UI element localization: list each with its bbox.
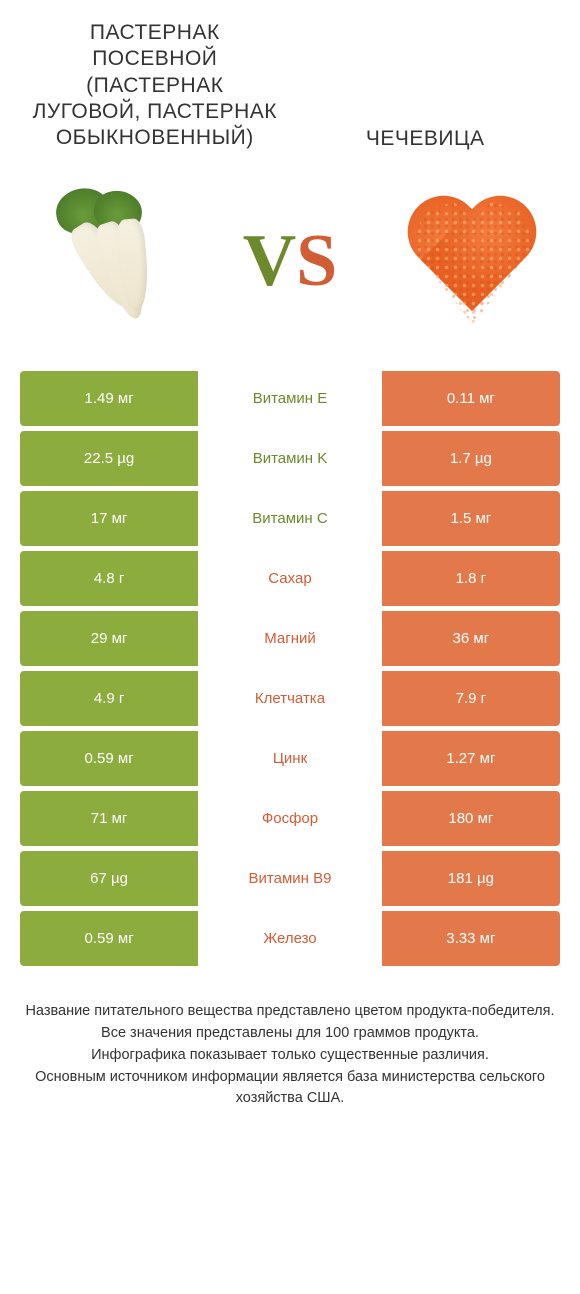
value-right: 1.27 мг [382, 731, 560, 786]
value-right: 1.8 г [382, 551, 560, 606]
nutrient-label: Витамин B9 [198, 851, 382, 906]
value-left: 67 µg [20, 851, 198, 906]
value-left: 4.8 г [20, 551, 198, 606]
nutrient-label: Витамин K [198, 431, 382, 486]
title-left: ПАСТЕРНАК ПОСЕВНОЙ (ПАСТЕРНАК ЛУГОВОЙ, П… [30, 20, 280, 151]
value-right: 3.33 мг [382, 911, 560, 966]
table-row: 17 мгВитамин C1.5 мг [20, 491, 560, 546]
lentil-heart-icon [385, 186, 560, 336]
table-row: 67 µgВитамин B9181 µg [20, 851, 560, 906]
footnote-line: Инфографика показывает только существенн… [25, 1045, 555, 1067]
nutrient-label: Магний [198, 611, 382, 666]
table-row: 1.49 мгВитамин E0.11 мг [20, 371, 560, 426]
value-left: 17 мг [20, 491, 198, 546]
value-right: 0.11 мг [382, 371, 560, 426]
nutrient-label: Сахар [198, 551, 382, 606]
nutrient-label: Цинк [198, 731, 382, 786]
value-left: 29 мг [20, 611, 198, 666]
footnote-line: Название питательного вещества представл… [25, 1001, 555, 1023]
table-row: 0.59 мгЦинк1.27 мг [20, 731, 560, 786]
nutrient-label: Фосфор [198, 791, 382, 846]
value-left: 71 мг [20, 791, 198, 846]
value-left: 0.59 мг [20, 731, 198, 786]
value-left: 0.59 мг [20, 911, 198, 966]
table-row: 22.5 µgВитамин K1.7 µg [20, 431, 560, 486]
value-right: 36 мг [382, 611, 560, 666]
value-right: 181 µg [382, 851, 560, 906]
parsnip-icon [20, 186, 195, 336]
vs-v: V [243, 219, 296, 304]
value-right: 1.5 мг [382, 491, 560, 546]
nutrient-label: Витамин E [198, 371, 382, 426]
header: ПАСТЕРНАК ПОСЕВНОЙ (ПАСТЕРНАК ЛУГОВОЙ, П… [0, 0, 580, 161]
value-right: 180 мг [382, 791, 560, 846]
nutrient-label: Витамин C [198, 491, 382, 546]
table-row: 29 мгМагний36 мг [20, 611, 560, 666]
value-right: 1.7 µg [382, 431, 560, 486]
hero: V S [0, 161, 580, 371]
value-left: 22.5 µg [20, 431, 198, 486]
nutrient-label: Железо [198, 911, 382, 966]
vs-label: V S [243, 219, 338, 304]
footnote-line: Основным источником информации является … [25, 1067, 555, 1111]
table-row: 4.8 гСахар1.8 г [20, 551, 560, 606]
title-right: ЧЕЧЕВИЦА [300, 127, 550, 151]
table-row: 4.9 гКлетчатка7.9 г [20, 671, 560, 726]
comparison-table: 1.49 мгВитамин E0.11 мг22.5 µgВитамин K1… [0, 371, 580, 966]
value-right: 7.9 г [382, 671, 560, 726]
footnote: Название питательного вещества представл… [0, 971, 580, 1130]
vs-s: S [296, 219, 337, 304]
table-row: 71 мгФосфор180 мг [20, 791, 560, 846]
value-left: 4.9 г [20, 671, 198, 726]
footnote-line: Все значения представлены для 100 граммо… [25, 1023, 555, 1045]
value-left: 1.49 мг [20, 371, 198, 426]
nutrient-label: Клетчатка [198, 671, 382, 726]
table-row: 0.59 мгЖелезо3.33 мг [20, 911, 560, 966]
